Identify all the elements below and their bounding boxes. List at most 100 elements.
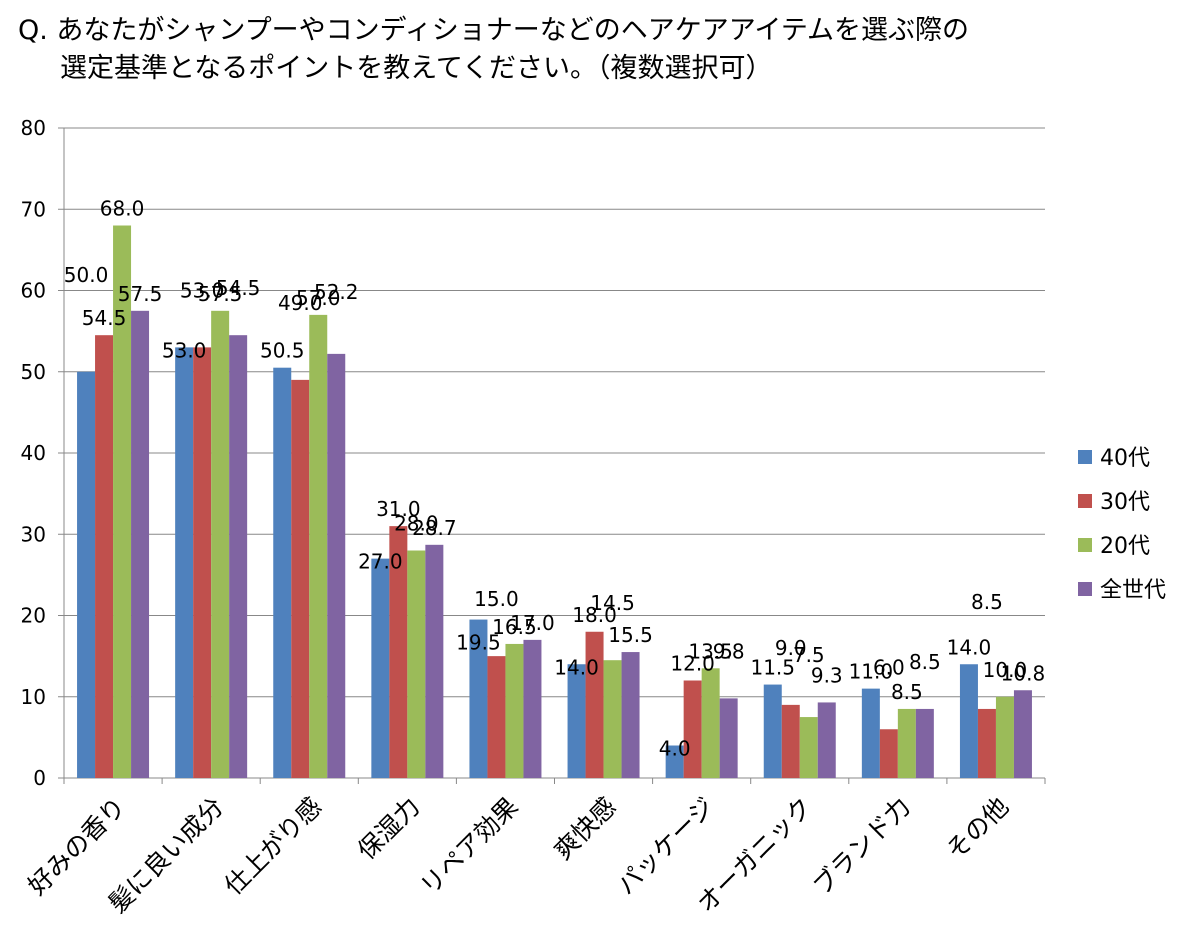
bar [603, 660, 622, 778]
bar [175, 347, 194, 778]
category-label: 仕上がり感 [219, 792, 328, 901]
data-label: 14.0 [947, 635, 992, 659]
data-label: 57.0 [296, 286, 341, 310]
y-tick-label: 70 [21, 197, 46, 221]
y-tick-label: 30 [21, 522, 46, 546]
data-label: 9.0 [775, 636, 807, 660]
bar [879, 729, 898, 778]
data-label: 11.5 [750, 656, 795, 680]
y-tick-label: 40 [21, 441, 46, 465]
bar [977, 708, 996, 778]
bar [193, 347, 212, 778]
bar [487, 656, 506, 778]
data-label: 49.0 [278, 291, 323, 315]
data-label: 54.5 [82, 306, 127, 330]
bar [781, 704, 800, 778]
bar [701, 668, 720, 778]
bar [897, 708, 916, 778]
bar [211, 310, 230, 778]
data-label: 13.5 [688, 639, 733, 663]
bar [77, 371, 96, 778]
chart-title: Q. あなたがシャンプーやコンディショナーなどのヘアケアアイテムを選ぶ際の 選定… [18, 12, 1178, 88]
data-label: 57.5 [118, 282, 163, 306]
data-label: 15.0 [474, 587, 519, 611]
bar [665, 745, 684, 778]
category-label: 保湿力 [352, 792, 426, 866]
data-label: 12.0 [670, 652, 715, 676]
data-label: 7.5 [793, 643, 825, 667]
y-tick-label: 10 [21, 685, 46, 709]
data-label: 11.0 [849, 660, 894, 684]
bar [719, 698, 738, 778]
data-label: 68.0 [100, 197, 145, 221]
bar [817, 702, 836, 778]
bar [585, 631, 604, 778]
data-label: 28.7 [412, 516, 457, 540]
data-label: 57.5 [198, 282, 243, 306]
bar [505, 643, 524, 778]
bar [389, 526, 408, 778]
category-label: リペア効果 [415, 792, 524, 901]
bar [567, 664, 586, 778]
data-label: 14.5 [590, 591, 635, 615]
data-label: 52.2 [314, 280, 359, 304]
bar [425, 544, 444, 778]
legend-label: 30代 [1100, 490, 1150, 515]
y-tick-label: 0 [33, 766, 46, 790]
bar [959, 664, 978, 778]
legend-swatch [1078, 450, 1092, 464]
data-label: 31.0 [376, 497, 421, 521]
category-label: パッケージ [611, 792, 720, 901]
category-label: その他 [941, 792, 1015, 866]
data-label: 6.0 [873, 655, 905, 679]
legend-swatch [1078, 538, 1092, 552]
bar [861, 688, 880, 778]
data-label: 27.0 [358, 550, 403, 574]
data-label: 10.8 [1001, 661, 1046, 685]
data-label: 50.0 [64, 263, 109, 287]
data-label: 9.8 [713, 639, 745, 663]
bar [229, 335, 248, 778]
data-label: 53.0 [162, 338, 207, 362]
category-label: 爽快感 [548, 792, 622, 866]
bar [95, 335, 114, 778]
bar [113, 225, 132, 778]
chart-title-line1: Q. あなたがシャンプーやコンディショナーなどのヘアケアアイテムを選ぶ際の [18, 15, 970, 46]
bar [995, 696, 1014, 778]
bar [407, 550, 426, 778]
bar [1013, 690, 1032, 778]
data-label: 8.5 [971, 590, 1003, 614]
bar [915, 708, 934, 778]
legend-label: 全世代 [1100, 578, 1166, 603]
data-label: 19.5 [456, 631, 501, 655]
data-label: 18.0 [572, 603, 617, 627]
data-label: 17.0 [510, 611, 555, 635]
bar [309, 314, 328, 778]
bar [469, 619, 488, 778]
data-label: 10.0 [983, 658, 1028, 682]
y-tick-label: 60 [21, 279, 46, 303]
data-label: 9.3 [811, 663, 843, 687]
bar [291, 379, 310, 778]
bar [683, 680, 702, 778]
data-label: 8.5 [891, 680, 923, 704]
bar [621, 652, 640, 778]
chart-title-line2: 選定基準となるポイントを教えてください。（複数選択可） [60, 53, 773, 84]
bar [131, 310, 150, 778]
bar [799, 717, 818, 778]
data-label: 53.0 [180, 278, 225, 302]
data-label: 50.5 [260, 339, 305, 363]
y-tick-label: 50 [21, 360, 46, 384]
data-label: 8.5 [909, 650, 941, 674]
data-label: 4.0 [659, 737, 691, 761]
bar [523, 639, 542, 778]
legend-swatch [1078, 494, 1092, 508]
legend-swatch [1078, 582, 1092, 596]
legend-label: 40代 [1100, 446, 1150, 471]
data-label: 14.0 [554, 655, 599, 679]
legend-label: 20代 [1100, 534, 1150, 559]
bar [763, 684, 782, 778]
category-label: ブランド力 [807, 792, 916, 901]
data-label: 54.5 [216, 276, 261, 300]
